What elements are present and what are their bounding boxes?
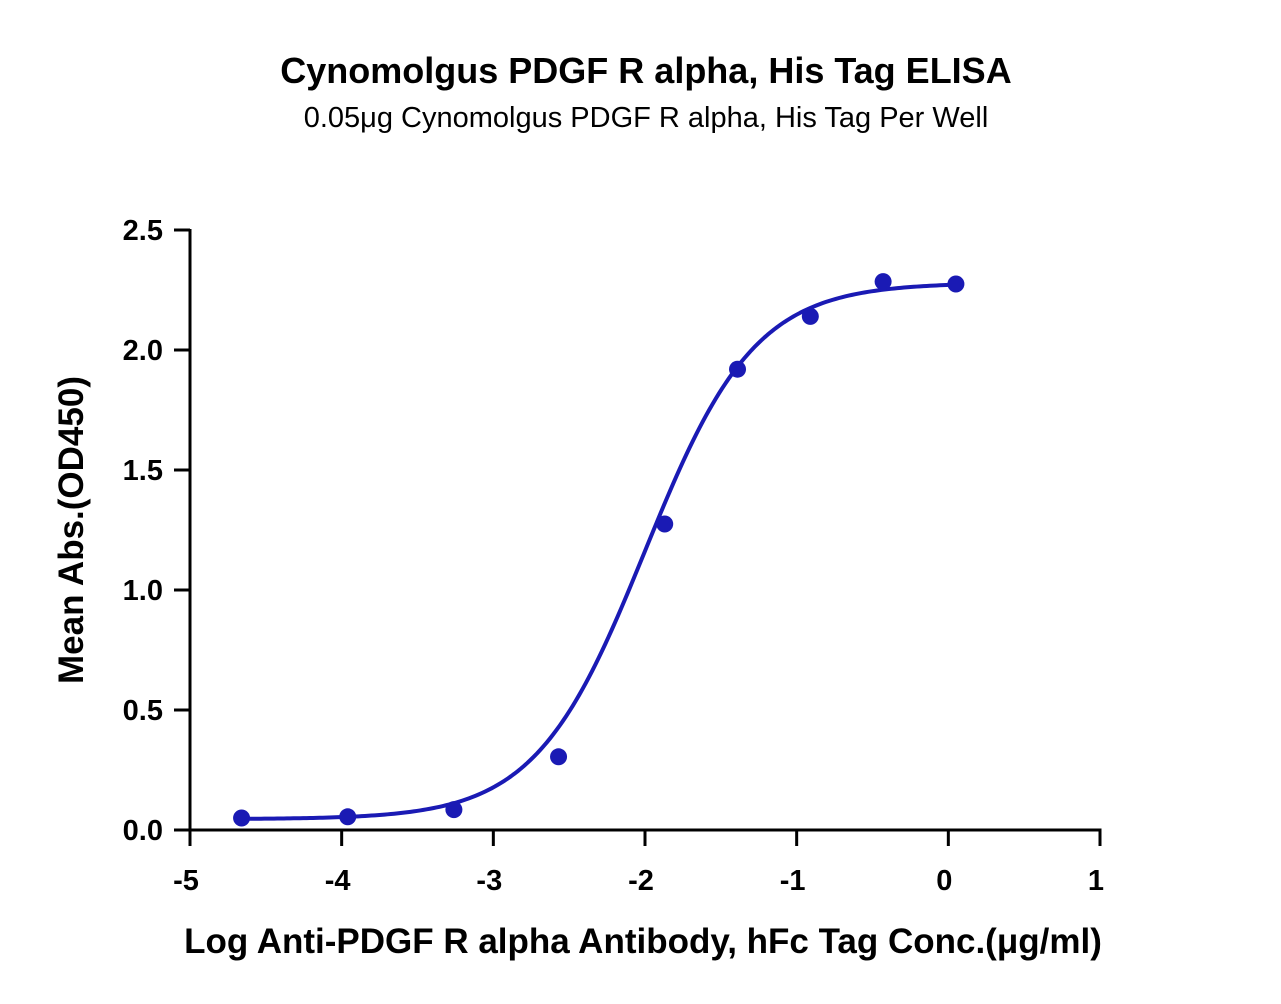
data-point: [729, 360, 747, 378]
data-point: [874, 273, 892, 291]
y-tick-label: 1.0: [123, 575, 163, 607]
x-axis-label: Log Anti-PDGF R alpha Antibody, hFc Tag …: [184, 922, 1102, 961]
x-tick-label: -2: [628, 865, 654, 897]
y-axis: 0.0 0.5 1.0 1.5 2.0 2.5: [123, 215, 192, 847]
x-tick-label: -5: [173, 865, 199, 897]
data-point: [656, 515, 674, 533]
y-tick-label: 0.0: [123, 815, 163, 847]
data-point: [233, 809, 251, 827]
plot-area: 0.0 0.5 1.0 1.5 2.0 2.5 -5 -4 -3 -2 -1 0 1: [123, 215, 1104, 897]
y-tick-label: 1.5: [123, 455, 163, 487]
x-tick-label: -3: [476, 865, 502, 897]
data-point: [801, 307, 819, 325]
y-tick-label: 2.5: [123, 215, 163, 247]
y-tick-label: 2.0: [123, 335, 163, 367]
series-layer: [233, 273, 965, 827]
x-axis: -5 -4 -3 -2 -1 0 1: [173, 828, 1104, 897]
data-point: [339, 808, 357, 826]
y-tick-label: 0.5: [123, 695, 163, 727]
data-point: [550, 748, 568, 766]
y-axis-label: Mean Abs.(OD450): [52, 376, 91, 684]
x-tick-label: -4: [325, 865, 351, 897]
x-tick-label: -1: [780, 865, 806, 897]
x-tick-label: 1: [1088, 865, 1104, 897]
chart-subtitle: 0.05μg Cynomolgus PDGF R alpha, His Tag …: [304, 102, 989, 134]
fit-curve: [241, 282, 956, 821]
data-point: [947, 275, 965, 293]
x-tick-label: 0: [936, 865, 952, 897]
chart-title: Cynomolgus PDGF R alpha, His Tag ELISA: [280, 50, 1011, 91]
data-point: [445, 801, 463, 819]
